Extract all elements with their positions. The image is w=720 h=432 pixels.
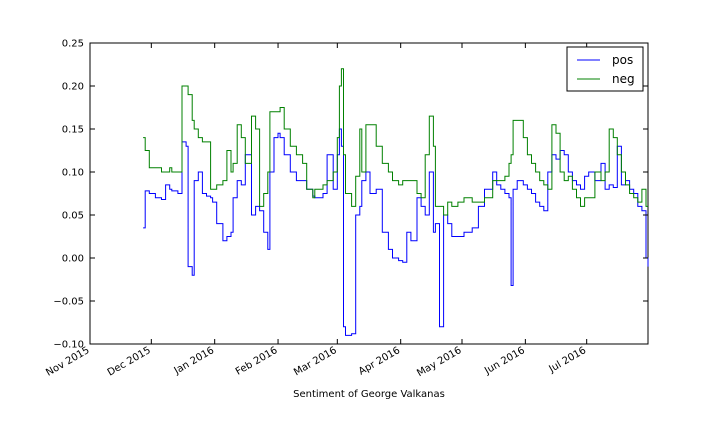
y-tick-label: −0.05: [53, 297, 84, 308]
y-tick-label: 0.20: [62, 82, 84, 93]
y-tick-label: 0.05: [62, 211, 84, 222]
legend-neg-label: neg: [612, 72, 635, 86]
y-tick-label: 0.25: [62, 39, 84, 50]
series-line-neg: [143, 68, 648, 216]
series-line-pos: [143, 128, 649, 336]
y-tick-label: −0.10: [53, 340, 84, 351]
x-axis-label: Sentiment of George Valkanas: [293, 389, 445, 400]
legend-box: [566, 46, 644, 92]
legend: pos neg: [566, 46, 644, 92]
y-axis: 0.25 0.20 0.15 0.10 0.05 0.00 −0.05 −0.10: [53, 39, 648, 351]
plot-area: [89, 42, 649, 345]
y-tick-label: 0.10: [62, 168, 84, 179]
legend-pos-label: pos: [612, 53, 633, 67]
y-tick-label: 0.00: [62, 254, 84, 265]
series-layer: [143, 68, 649, 336]
y-tick-label: 0.15: [62, 125, 84, 136]
